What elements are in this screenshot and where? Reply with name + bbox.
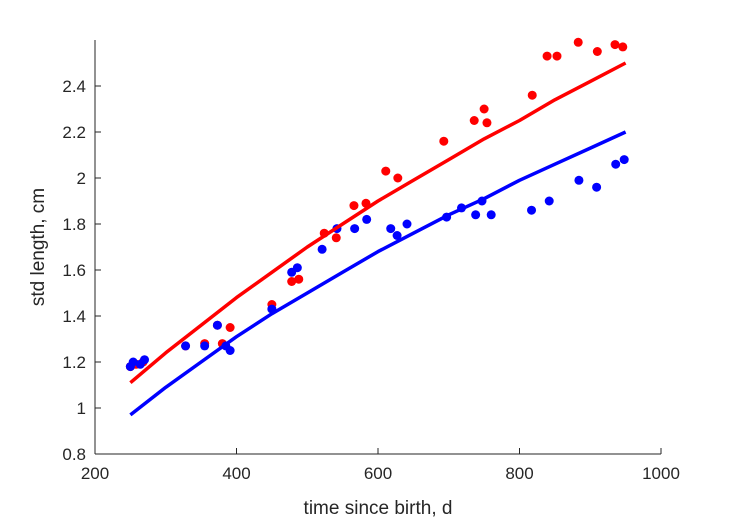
data-point-series-0 <box>294 274 304 284</box>
data-point-series-0 <box>479 104 489 114</box>
data-point-series-0 <box>287 277 297 286</box>
data-point-series-1 <box>212 320 222 330</box>
x-axis-label: time since birth, d <box>304 498 453 519</box>
y-tick-label: 1.4 <box>62 307 86 326</box>
data-point-series-0 <box>225 323 235 332</box>
y-tick-label: 2.2 <box>62 123 86 142</box>
x-tick-label: 600 <box>364 464 392 483</box>
data-point-series-0 <box>349 201 359 211</box>
data-point-series-1 <box>574 175 584 185</box>
y-tick-label: 2 <box>77 169 86 188</box>
data-point-series-1 <box>471 210 481 220</box>
y-tick-label: 1.2 <box>62 353 86 372</box>
data-point-series-1 <box>181 341 191 351</box>
data-point-series-1 <box>128 357 138 367</box>
x-tick-label: 800 <box>505 464 533 483</box>
data-point-series-1 <box>619 155 629 165</box>
data-point-series-0 <box>527 90 537 100</box>
plot-marks <box>125 37 629 417</box>
data-point-series-1 <box>225 346 235 355</box>
data-point-series-0 <box>469 116 479 125</box>
data-point-series-1 <box>392 231 402 240</box>
data-point-series-0 <box>552 51 562 61</box>
y-tick-label: 2.4 <box>62 77 86 96</box>
data-point-series-1 <box>386 224 396 234</box>
data-point-series-0 <box>542 51 552 61</box>
data-point-series-1 <box>350 224 360 234</box>
data-point-series-1 <box>402 219 412 229</box>
data-point-series-1 <box>200 341 210 351</box>
y-tick-label: 0.8 <box>62 445 86 464</box>
data-point-series-0 <box>381 166 391 176</box>
y-axis-label: std length, cm <box>28 188 49 306</box>
data-point-series-1 <box>527 205 537 215</box>
data-point-series-1 <box>362 214 372 224</box>
fit-curve-series-2 <box>129 61 627 385</box>
data-point-series-1 <box>592 182 602 192</box>
fit-curve-series-3 <box>129 130 627 417</box>
x-tick-label: 1000 <box>642 464 680 483</box>
data-point-series-0 <box>610 40 620 50</box>
data-point-series-1 <box>544 196 554 206</box>
data-point-series-1 <box>611 159 621 169</box>
data-point-series-1 <box>317 244 327 254</box>
axes <box>94 40 661 455</box>
data-point-series-0 <box>573 37 583 47</box>
data-point-series-1 <box>140 355 150 365</box>
y-tick-label: 1.8 <box>62 215 86 234</box>
y-tick-label: 1 <box>77 399 86 418</box>
data-point-series-1 <box>292 263 302 273</box>
x-tick-label: 200 <box>81 464 109 483</box>
axis-ticks: 200 400 600 800 1000 0.8 1 1.2 1.4 1.6 1.8 2 2.2 2.4 <box>62 77 680 483</box>
x-tick-label: 400 <box>222 464 250 483</box>
data-point-series-0 <box>439 136 449 146</box>
data-point-series-0 <box>482 118 492 128</box>
data-point-series-0 <box>331 233 341 243</box>
data-point-series-1 <box>486 210 496 220</box>
data-point-series-0 <box>592 47 602 56</box>
y-tick-label: 1.6 <box>62 261 86 280</box>
data-point-series-0 <box>618 42 628 52</box>
data-point-series-0 <box>393 173 403 183</box>
